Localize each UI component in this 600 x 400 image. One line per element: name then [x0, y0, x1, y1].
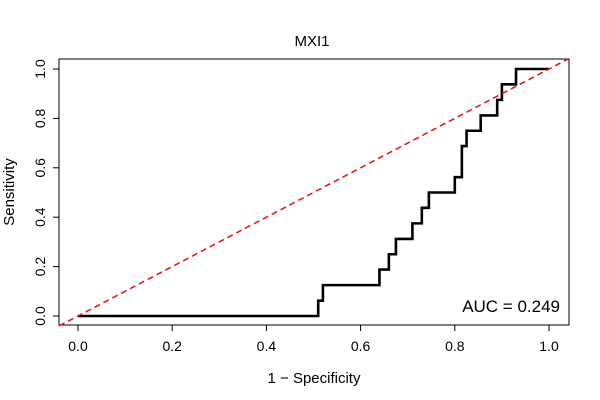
plot-series [58, 58, 569, 327]
y-tick-label: 0.2 [32, 257, 48, 277]
y-axis: 0.0 0.2 0.4 0.6 0.8 1.0 [32, 59, 60, 326]
y-tick-label: 1.0 [32, 59, 48, 79]
x-tick-label: 0.8 [445, 338, 465, 354]
x-axis: 0.0 0.2 0.4 0.6 0.8 1.0 [68, 324, 559, 354]
x-tick-label: 0.0 [68, 338, 88, 354]
x-tick-label: 0.4 [257, 338, 277, 354]
x-tick-label: 0.2 [162, 338, 182, 354]
x-tick-label: 1.0 [539, 338, 559, 354]
x-tick-label: 0.6 [351, 338, 371, 354]
plot-frame [58, 58, 570, 326]
y-tick-label: 0.8 [32, 108, 48, 128]
reference-diagonal-line [58, 58, 569, 327]
roc-curve-line [78, 67, 549, 318]
y-tick-label: 0.4 [32, 207, 48, 227]
y-tick-label: 0.6 [32, 158, 48, 178]
chart-title: MXI1 [294, 33, 329, 50]
x-axis-label: 1 − Specificity [268, 370, 361, 387]
y-axis-label: Sensitivity [1, 158, 18, 226]
y-tick-label: 0.0 [32, 306, 48, 326]
auc-annotation: AUC = 0.249 [462, 297, 560, 316]
